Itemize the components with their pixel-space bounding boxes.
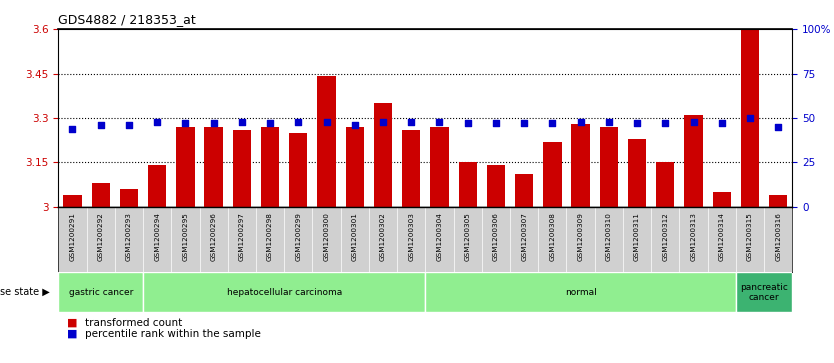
Text: GSM1200315: GSM1200315 [747,212,753,261]
Bar [176,127,194,207]
Text: GSM1200293: GSM1200293 [126,212,132,261]
Text: percentile rank within the sample: percentile rank within the sample [85,329,261,339]
Text: GSM1200296: GSM1200296 [211,212,217,261]
Text: normal: normal [565,288,596,297]
Text: GSM1200299: GSM1200299 [295,212,301,261]
Bar [289,133,308,207]
Point [207,121,220,126]
Text: GSM1200314: GSM1200314 [719,212,725,261]
Text: GSM1200306: GSM1200306 [493,212,499,261]
Bar [600,127,618,207]
Bar [92,183,110,207]
Bar [345,127,364,207]
Text: ■: ■ [67,329,78,339]
Text: GSM1200298: GSM1200298 [267,212,273,261]
Point [150,119,163,125]
Text: GSM1200312: GSM1200312 [662,212,668,261]
Point [235,119,249,125]
Point [659,121,672,126]
Bar [318,77,336,207]
Bar [374,103,392,207]
Text: GSM1200313: GSM1200313 [691,212,696,261]
Point [631,121,644,126]
Text: disease state ▶: disease state ▶ [0,287,50,297]
Bar [685,115,703,207]
Text: GSM1200316: GSM1200316 [775,212,781,261]
Bar [120,189,138,207]
Text: GSM1200310: GSM1200310 [605,212,612,261]
Point [320,119,334,125]
Point [715,121,728,126]
Text: GSM1200303: GSM1200303 [408,212,414,261]
Point [490,121,503,126]
Text: GSM1200294: GSM1200294 [154,212,160,261]
Point [348,122,361,128]
Point [517,121,530,126]
Text: transformed count: transformed count [85,318,183,328]
Point [404,119,418,125]
Point [461,121,475,126]
Text: GSM1200297: GSM1200297 [239,212,245,261]
Point [123,122,136,128]
Text: GSM1200300: GSM1200300 [324,212,329,261]
Bar [430,127,449,207]
Point [687,119,701,125]
Point [178,121,192,126]
Point [66,126,79,131]
Point [602,119,615,125]
Bar [543,142,561,207]
Point [376,119,389,125]
Bar [58,272,143,312]
Point [264,121,277,126]
Bar [148,166,166,207]
Bar [656,163,675,207]
Bar [402,130,420,207]
Bar [712,192,731,207]
Point [545,121,559,126]
Text: GSM1200295: GSM1200295 [183,212,188,261]
Point [94,122,108,128]
Bar [515,174,533,207]
Bar [233,130,251,207]
Bar [487,166,505,207]
Text: pancreatic
cancer: pancreatic cancer [740,282,788,302]
Bar [736,272,792,312]
Bar [741,29,759,207]
Text: GSM1200309: GSM1200309 [578,212,584,261]
Text: GSM1200307: GSM1200307 [521,212,527,261]
Point [292,119,305,125]
Bar [204,127,223,207]
Text: GSM1200304: GSM1200304 [436,212,443,261]
Text: GSM1200302: GSM1200302 [380,212,386,261]
Text: GSM1200308: GSM1200308 [550,212,555,261]
Text: hepatocellular carcinoma: hepatocellular carcinoma [227,288,342,297]
Bar [571,124,590,207]
Bar [459,163,477,207]
Text: gastric cancer: gastric cancer [68,288,133,297]
Text: GDS4882 / 218353_at: GDS4882 / 218353_at [58,13,196,26]
Point [433,119,446,125]
Text: GSM1200291: GSM1200291 [69,212,76,261]
Text: GSM1200305: GSM1200305 [465,212,470,261]
Text: GSM1200292: GSM1200292 [98,212,103,261]
Point [743,115,756,121]
Text: GSM1200301: GSM1200301 [352,212,358,261]
Bar [143,272,425,312]
Bar [425,272,736,312]
Bar [769,195,787,207]
Text: ■: ■ [67,318,78,328]
Point [771,124,785,130]
Bar [628,139,646,207]
Bar [63,195,82,207]
Text: GSM1200311: GSM1200311 [634,212,640,261]
Point [574,119,587,125]
Bar [261,127,279,207]
